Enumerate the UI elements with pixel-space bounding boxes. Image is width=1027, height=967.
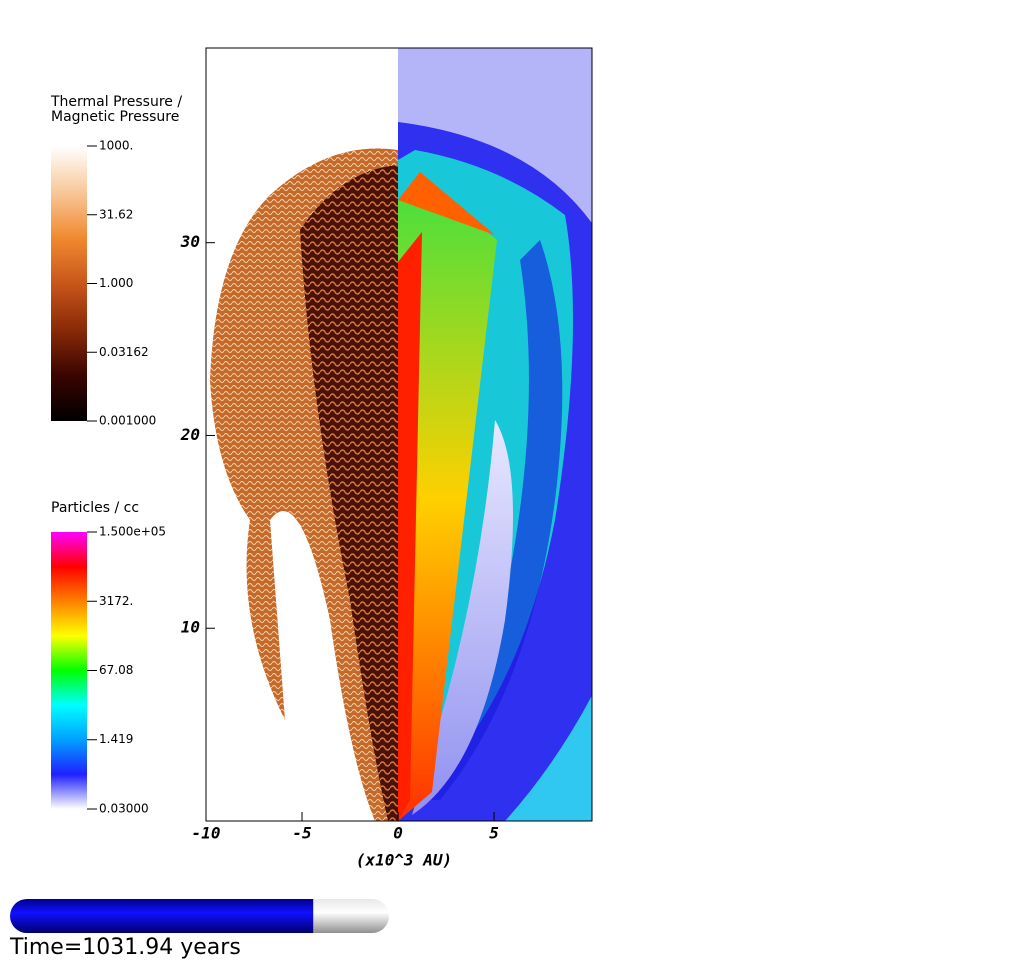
colorbar-tick-label: 0.03000 (99, 802, 149, 816)
x-tick-label: -5 (292, 824, 311, 843)
y-tick-label: 30 (180, 232, 200, 251)
colorbar-tick-label: 1.500e+05 (99, 525, 166, 539)
colorbar-tick-label: 1000. (99, 139, 133, 153)
colorbar-tick-label: 0.03162 (99, 345, 149, 359)
colorbar-title: Thermal Pressure / (50, 94, 182, 110)
plot-frame (205, 47, 593, 822)
colorbar-title: Particles / cc (51, 500, 139, 516)
colorbar-tick-label: 0.001000 (99, 414, 156, 428)
x-tick-label: 0 (393, 824, 403, 843)
colorbar-title: Magnetic Pressure (51, 109, 179, 125)
colorbar (51, 146, 87, 421)
x-tick-label: 5 (489, 824, 499, 843)
colorbar-tick-label: 1.419 (99, 732, 133, 746)
x-tick-label: -10 (192, 824, 221, 843)
colorbar-tick-label: 3172. (99, 594, 133, 608)
simulation-field (206, 48, 592, 821)
y-tick-label: 10 (181, 618, 200, 637)
colorbar-tick-label: 31.62 (99, 207, 133, 221)
colorbar (51, 532, 87, 809)
colorbar-tick-label: 1.000 (99, 276, 133, 290)
progress-fill (10, 899, 314, 933)
y-tick-label: 20 (180, 425, 200, 444)
time-label: Time=1031.94 years (9, 935, 241, 960)
x-axis-label: (x10^3 AU) (356, 851, 452, 870)
colorbar-tick-label: 67.08 (99, 663, 133, 677)
